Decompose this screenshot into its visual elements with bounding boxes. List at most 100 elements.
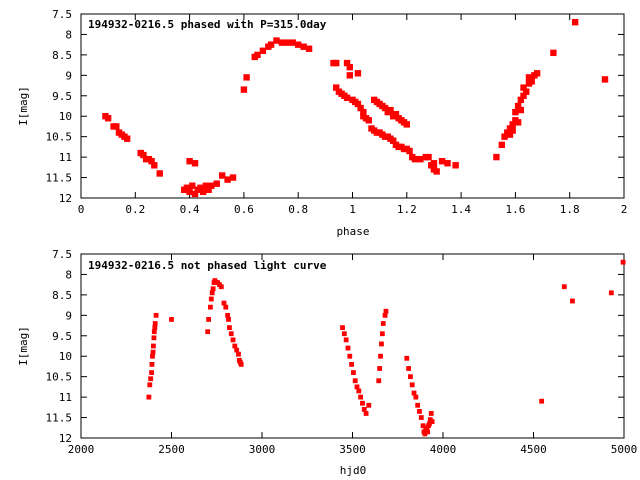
unphased-data-point bbox=[408, 374, 413, 380]
unphased-data-point bbox=[152, 321, 158, 326]
unphased-data-point bbox=[363, 411, 369, 416]
unphased-data-point bbox=[208, 296, 214, 302]
unphased-data-point bbox=[151, 335, 157, 341]
phased-data-point bbox=[425, 153, 432, 161]
unphased-data-point bbox=[620, 259, 626, 265]
phased-data-point bbox=[517, 106, 525, 114]
phased-data-point bbox=[333, 59, 340, 67]
phased-x-tick-label: 1.8 bbox=[560, 203, 580, 216]
phased-data-point bbox=[104, 115, 112, 122]
unphased-y-tick-label: 12 bbox=[59, 432, 72, 445]
unphased-data-point bbox=[379, 341, 384, 347]
unphased-y-tick-label: 11 bbox=[59, 391, 72, 404]
unphased-data-point bbox=[418, 415, 424, 420]
phased-data-point bbox=[528, 78, 535, 85]
phased-chart-title: 194932-0216.5 phased with P=315.0day bbox=[88, 18, 327, 31]
phased-y-tick-label: 11 bbox=[59, 151, 72, 164]
phased-data-point bbox=[509, 121, 516, 128]
phased-data-point bbox=[197, 184, 204, 191]
unphased-data-point bbox=[383, 308, 389, 314]
phased-data-point bbox=[346, 63, 353, 71]
unphased-data-point bbox=[209, 290, 215, 296]
unphased-data-point bbox=[151, 343, 156, 349]
phased-data-point bbox=[444, 160, 451, 167]
phased-data-point bbox=[403, 121, 410, 128]
phased-x-tick-label: 0 bbox=[78, 203, 85, 216]
phased-data-point bbox=[533, 70, 541, 77]
phased-x-tick-label: 0.6 bbox=[234, 203, 254, 216]
unphased-data-point bbox=[411, 390, 417, 396]
unphased-data-point bbox=[422, 431, 428, 437]
phased-data-point bbox=[406, 147, 413, 155]
unphased-data-point bbox=[153, 312, 159, 318]
phased-data-point bbox=[365, 117, 372, 124]
unphased-y-tick-label: 8.5 bbox=[52, 289, 72, 302]
phased-data-point bbox=[343, 94, 351, 102]
unphased-data-point bbox=[343, 337, 349, 343]
unphased-data-point bbox=[341, 331, 347, 337]
unphased-data-point bbox=[150, 349, 156, 355]
phased-data-point bbox=[191, 190, 199, 198]
phased-data-point bbox=[357, 104, 364, 112]
unphased-data-point bbox=[376, 378, 382, 384]
phased-data-point bbox=[113, 123, 120, 130]
unphased-y-tick-label: 7.5 bbox=[52, 248, 72, 261]
phased-data-point bbox=[191, 160, 199, 167]
unphased-y-tick-label: 9.5 bbox=[52, 330, 72, 343]
unphased-data-point bbox=[225, 312, 231, 318]
unphased-data-point bbox=[146, 394, 152, 400]
phased-light-curve-panel: 194932-0216.5 phased with P=315.0day pha… bbox=[17, 8, 627, 238]
phased-y-tick-label: 10 bbox=[59, 110, 72, 123]
unphased-plot-frame bbox=[80, 253, 625, 439]
phased-data-point bbox=[571, 18, 579, 26]
unphased-x-tick-label: 3000 bbox=[249, 443, 276, 456]
phased-data-points bbox=[102, 18, 609, 198]
phased-y-tick-label: 7.5 bbox=[52, 8, 72, 21]
phased-data-point bbox=[224, 176, 231, 183]
unphased-data-point bbox=[379, 331, 385, 337]
phased-x-tick-label: 0.2 bbox=[125, 203, 145, 216]
phased-axis-ticks: 0 0.2 0.4 0.6 0.8 1 1.2 1.4 1.6 1.8 2 7.5 8 8.5 9 9.5 10… bbox=[46, 8, 628, 216]
unphased-data-point bbox=[409, 382, 415, 388]
phased-y-tick-label: 9 bbox=[65, 69, 72, 82]
phased-data-point bbox=[433, 168, 440, 175]
phased-data-point bbox=[186, 158, 193, 165]
phased-data-point bbox=[278, 39, 286, 46]
unphased-x-tick-label: 2000 bbox=[68, 443, 95, 456]
phased-data-point bbox=[151, 162, 158, 169]
unphased-data-point bbox=[169, 317, 174, 322]
unphased-y-tick-label: 10 bbox=[59, 350, 72, 363]
phased-data-point bbox=[300, 43, 307, 50]
phased-data-point bbox=[305, 45, 313, 52]
phased-data-point bbox=[189, 182, 196, 189]
phased-x-tick-label: 0.8 bbox=[288, 203, 308, 216]
unphased-data-point bbox=[238, 362, 244, 367]
phased-x-tick-label: 1.6 bbox=[505, 203, 525, 216]
phased-data-point bbox=[512, 108, 519, 116]
phased-y-tick-label: 9.5 bbox=[52, 90, 72, 103]
phased-data-point bbox=[506, 131, 514, 138]
unphased-data-point bbox=[208, 304, 213, 310]
unphased-data-point bbox=[570, 298, 575, 304]
phased-data-point bbox=[208, 182, 215, 189]
unphased-data-point bbox=[227, 325, 232, 330]
phased-data-point bbox=[183, 184, 191, 191]
unphased-x-tick-label: 3500 bbox=[339, 443, 366, 456]
unphased-data-point bbox=[380, 321, 386, 326]
unphased-data-point bbox=[223, 304, 229, 310]
unphased-data-point bbox=[539, 398, 545, 404]
unphased-data-point bbox=[366, 402, 372, 408]
unphased-data-point bbox=[406, 366, 412, 371]
unphased-data-point bbox=[351, 370, 356, 375]
phased-data-point bbox=[140, 151, 147, 159]
unphased-data-point bbox=[230, 337, 236, 343]
phased-data-point bbox=[186, 188, 193, 196]
phased-data-point bbox=[509, 127, 516, 134]
phased-data-point bbox=[452, 162, 459, 169]
phased-data-point bbox=[493, 153, 500, 161]
phased-data-point bbox=[392, 110, 400, 118]
phased-data-point bbox=[520, 92, 527, 99]
unphased-data-point bbox=[561, 284, 567, 290]
phased-x-tick-label: 1.4 bbox=[451, 203, 471, 216]
unphased-data-point bbox=[149, 370, 154, 375]
